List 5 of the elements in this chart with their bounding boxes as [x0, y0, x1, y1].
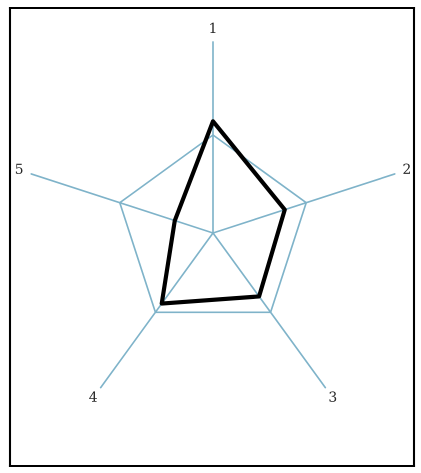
spoke-label: 3 — [329, 391, 336, 402]
spoke-label: 5 — [16, 164, 22, 174]
spoke-label: 2 — [403, 164, 410, 174]
spoke-label: 4 — [89, 391, 97, 402]
spoke-label: 1 — [210, 22, 216, 33]
